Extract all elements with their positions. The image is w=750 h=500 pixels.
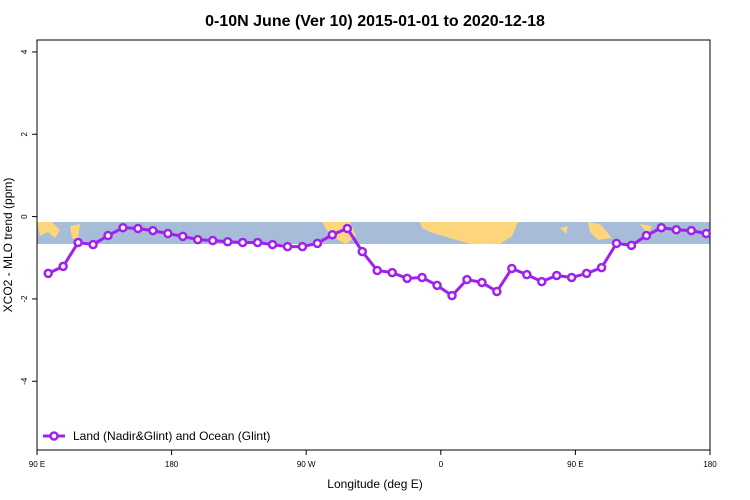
land	[37, 222, 60, 238]
land	[640, 224, 652, 234]
plot-frame	[36, 39, 711, 451]
x-tick-label: 90 E	[567, 460, 583, 469]
x-axis-label: Longitude (deg E)	[327, 477, 422, 491]
data-point	[163, 228, 173, 239]
data-point	[193, 234, 203, 245]
data-point	[626, 240, 637, 251]
y-tick-label: -2	[20, 295, 29, 303]
data-point	[103, 230, 113, 241]
data-point	[222, 236, 233, 247]
data-point	[581, 268, 592, 279]
y-tick-label: -4	[20, 377, 29, 385]
data-point	[267, 239, 278, 250]
data-point	[387, 267, 397, 278]
data-point	[522, 269, 532, 280]
data-point	[611, 238, 622, 249]
data-point	[312, 238, 323, 249]
data-point	[327, 229, 338, 240]
data-point	[58, 261, 68, 272]
x-tick-label: 180	[703, 460, 717, 469]
data-point	[73, 237, 83, 248]
land	[70, 224, 80, 240]
data-point	[701, 228, 712, 239]
data-point	[507, 263, 517, 274]
data-point	[492, 286, 502, 297]
x-tick-label: 90 W	[297, 460, 316, 469]
data-point	[566, 272, 577, 283]
data-point	[551, 270, 562, 281]
x-tick-label: 180	[165, 460, 179, 469]
y-tick-label: 2	[20, 131, 29, 136]
legend-label: Land (Nadir&Glint) and Ocean (Glint)	[73, 429, 270, 443]
data-point	[671, 225, 682, 235]
data-point	[447, 290, 457, 301]
legend-marker	[49, 431, 59, 441]
data-point	[252, 237, 263, 248]
y-tick-label: 4	[20, 49, 29, 54]
ocean-band	[37, 222, 710, 244]
data-point	[88, 239, 98, 250]
land	[420, 222, 518, 244]
data-point	[372, 265, 382, 276]
data-point	[237, 237, 248, 248]
data-point	[537, 276, 547, 287]
x-tick-label: 90 E	[29, 460, 45, 469]
y-axis-label: XCO2 - MLO trend (ppm)	[1, 178, 15, 313]
data-point	[656, 222, 667, 233]
data-point	[297, 241, 308, 252]
data-point	[282, 241, 293, 252]
data-point	[178, 231, 188, 242]
data-point	[596, 262, 607, 273]
data-point	[118, 222, 128, 233]
data-point	[357, 246, 368, 257]
data-point	[432, 280, 442, 291]
chart-title: 0-10N June (Ver 10) 2015-01-01 to 2020-1…	[205, 13, 545, 30]
data-point	[402, 273, 412, 284]
data-point	[342, 223, 353, 234]
data-point	[641, 230, 652, 241]
land	[588, 222, 612, 240]
data-point	[477, 277, 487, 288]
data-point	[686, 225, 697, 236]
data-point	[417, 272, 427, 283]
x-tick-label: 0	[439, 460, 444, 469]
land	[560, 226, 568, 234]
data-point	[133, 223, 143, 234]
data-point	[462, 274, 472, 285]
data-point	[148, 225, 158, 236]
y-tick-label: 0	[20, 214, 29, 219]
data-point	[43, 268, 53, 279]
data-point	[207, 235, 218, 246]
